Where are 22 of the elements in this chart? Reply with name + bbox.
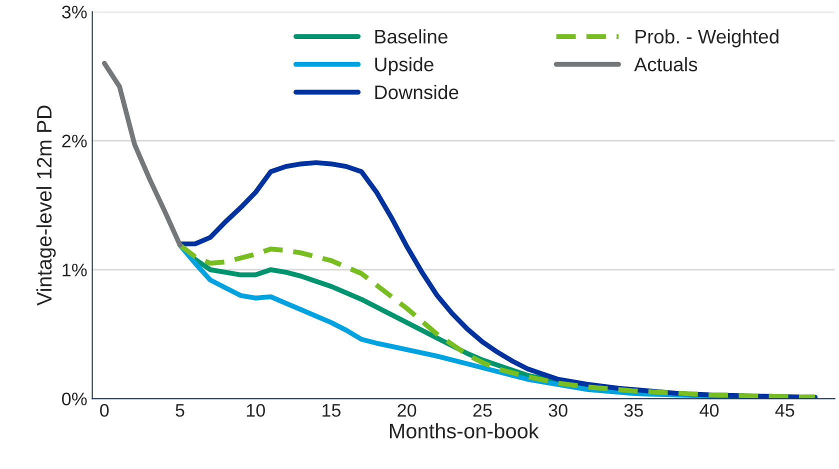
x-tick-label: 35 [624, 404, 643, 417]
y-tick-label: 1% [62, 264, 87, 276]
x-tick-label: 15 [322, 404, 341, 417]
x-axis-title: Months-on-book [390, 423, 539, 438]
x-tick-label: 5 [176, 404, 184, 417]
x-tick-label: 10 [246, 404, 265, 417]
x-tick-label: 40 [700, 404, 719, 417]
x-tick-label: 30 [548, 404, 568, 417]
legend-label: Prob. - Weighted [636, 29, 778, 48]
x-tick-label: 0 [100, 404, 109, 417]
y-tick-label: 0% [62, 392, 87, 406]
y-axis-title: Vintage-level 12m PD [36, 106, 56, 306]
x-tick-label: 45 [775, 404, 794, 417]
legend-label: Upside [375, 57, 434, 76]
x-tick-label: 20 [398, 404, 416, 417]
x-tick-label: 25 [473, 404, 492, 417]
y-tick-label: 2% [62, 134, 87, 148]
y-tick-label: 3% [62, 6, 87, 18]
legend-label: Downside [375, 84, 458, 100]
legend-label: Baseline [375, 29, 448, 44]
line-series [102, 60, 182, 248]
legend-label: Actuals [634, 57, 698, 72]
